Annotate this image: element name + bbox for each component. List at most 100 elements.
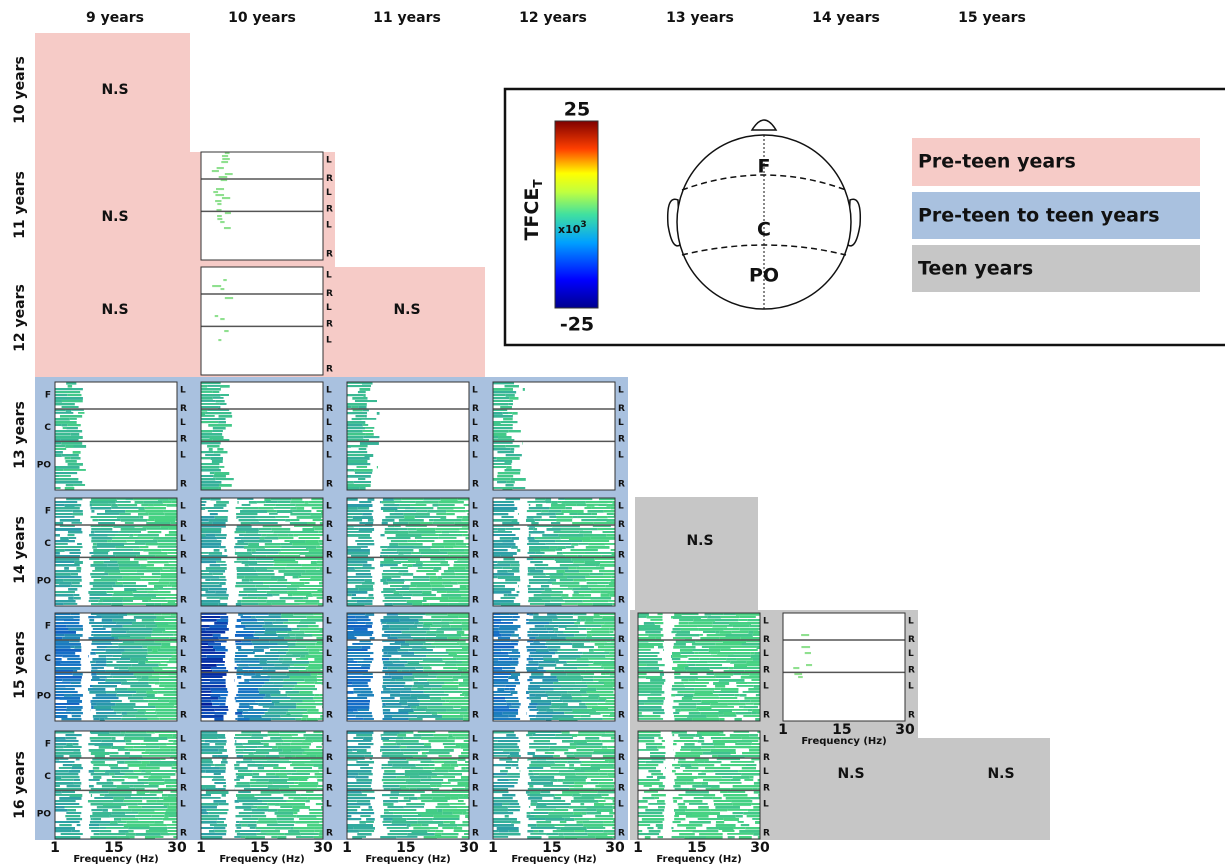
heatmap-cell [55,546,83,548]
heatmap-cell [733,812,744,814]
heatmap-cell [125,740,131,742]
heatmap-cell [201,415,215,417]
heatmap-cell [347,770,374,773]
heatmap-cell [201,543,221,546]
hemisphere-label: R [326,289,333,299]
heatmap-cell [155,622,168,625]
heatmap-cell [271,676,290,678]
heatmap-cell [588,694,599,697]
heatmap-cell [696,703,710,705]
heatmap-cell [597,791,615,793]
alpha-band [518,646,527,649]
x-tick-label: 30 [459,840,479,856]
heatmap-cell [751,743,760,745]
heatmap-cell [61,833,84,835]
heatmap-cell [638,806,648,809]
heatmap-cell [551,703,568,706]
heatmap-cell [265,501,277,503]
heatmap-cell [384,631,402,633]
hemisphere-label: L [472,386,478,396]
heatmap-cell [450,764,458,767]
alpha-band [663,830,672,833]
heatmap-cell [169,700,177,703]
alpha-band [666,794,675,797]
heatmap-cell [110,558,130,561]
alpha-band [81,691,90,694]
heatmap-cell [753,833,760,836]
heatmap-cell [422,646,427,649]
heatmap-cell [271,836,277,838]
heatmap-cell [687,655,712,657]
heatmap-cell [748,746,760,749]
heatmap-cell [383,782,407,784]
heatmap-cell [464,504,469,506]
heatmap-cell [608,761,615,763]
alpha-band [227,712,236,715]
heatmap-cell [210,472,214,474]
heatmap-cell [714,688,721,690]
heatmap-cell [222,197,230,199]
alpha-band [227,567,236,570]
heatmap-cell [288,797,293,799]
heatmap-cell [92,658,106,661]
heatmap-cell [235,734,252,736]
heatmap-cell [280,700,303,702]
heatmap-cell [142,761,150,764]
heatmap-cell [90,600,98,602]
heatmap-cell [557,634,574,637]
alpha-band [228,558,237,561]
heatmap-cell [498,658,512,660]
heatmap-cell [405,507,414,509]
alpha-band [81,504,90,507]
heatmap-cell [493,415,513,418]
heatmap-cell [565,570,579,573]
heatmap-cell [296,836,314,838]
heatmap-cell [155,836,163,838]
heatmap-cell [283,679,304,681]
heatmap-cell [129,628,153,631]
heatmap-cell [412,594,436,596]
colorbar-title-sub: T [531,179,545,188]
heatmap-cell [148,531,162,533]
heatmap-cell [355,472,372,474]
heatmap-cell [359,448,367,450]
heatmap-cell [280,734,292,736]
heatmap-cell [675,634,699,636]
heatmap-cell [404,797,409,799]
heatmap-cell [172,821,177,823]
hemisphere-label: L [472,534,478,544]
heatmap-cell [347,782,374,784]
heatmap-cell [645,631,660,633]
heatmap-cell [380,619,399,622]
heatmap-cell [296,637,303,639]
heatmap-cell [394,558,408,560]
alpha-band [228,821,237,824]
heatmap-cell [201,537,217,539]
heatmap-cell [67,394,81,396]
heatmap-cell [546,803,570,805]
heatmap-cell [201,827,213,829]
heatmap-cell [381,785,400,787]
heatmap-cell [96,652,122,654]
heatmap-cell [493,619,501,621]
heatmap-cell [675,709,680,712]
heatmap-cell [675,752,702,755]
heatmap-cell [562,815,570,818]
heatmap-cell [222,155,228,157]
heatmap-cell [278,643,288,645]
alpha-band [228,513,237,516]
heatmap-cell [347,427,365,429]
alpha-band [228,827,237,830]
heatmap-cell [96,694,117,697]
heatmap-cell [163,501,172,503]
heatmap-cell [390,567,408,569]
heatmap-cell [109,773,114,775]
heatmap-cell [465,537,469,539]
alpha-band [519,573,528,576]
heatmap-cell [128,764,147,767]
heatmap-cell [120,570,137,572]
alpha-band [664,809,673,812]
heatmap-cell [293,576,299,578]
heatmap-cell [497,561,520,564]
heatmap-cell [252,552,279,554]
